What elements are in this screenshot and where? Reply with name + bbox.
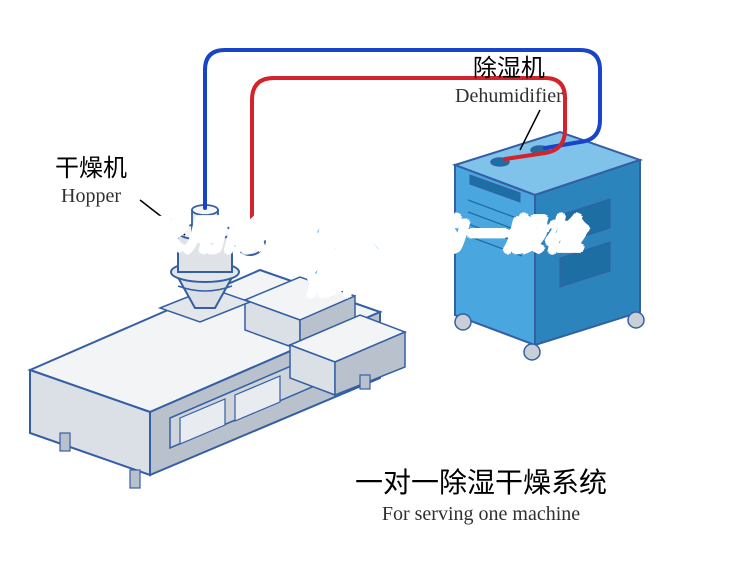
dehumidifier-label-en: Dehumidifier xyxy=(455,84,563,108)
hopper-label-cn: 干燥机 xyxy=(55,155,127,184)
hopper-label-en: Hopper xyxy=(55,184,127,208)
dehumidifier-label-cn: 除湿机 xyxy=(455,55,563,84)
dehumidifier-label: 除湿机 Dehumidifier xyxy=(455,55,563,108)
system-title-cn: 一对一除湿干燥系统 xyxy=(355,465,607,501)
hopper-label: 干燥机 Hopper xyxy=(55,155,127,208)
system-title-en: For serving one machine xyxy=(355,501,607,527)
system-title: 一对一除湿干燥系统 For serving one machine xyxy=(355,465,607,527)
